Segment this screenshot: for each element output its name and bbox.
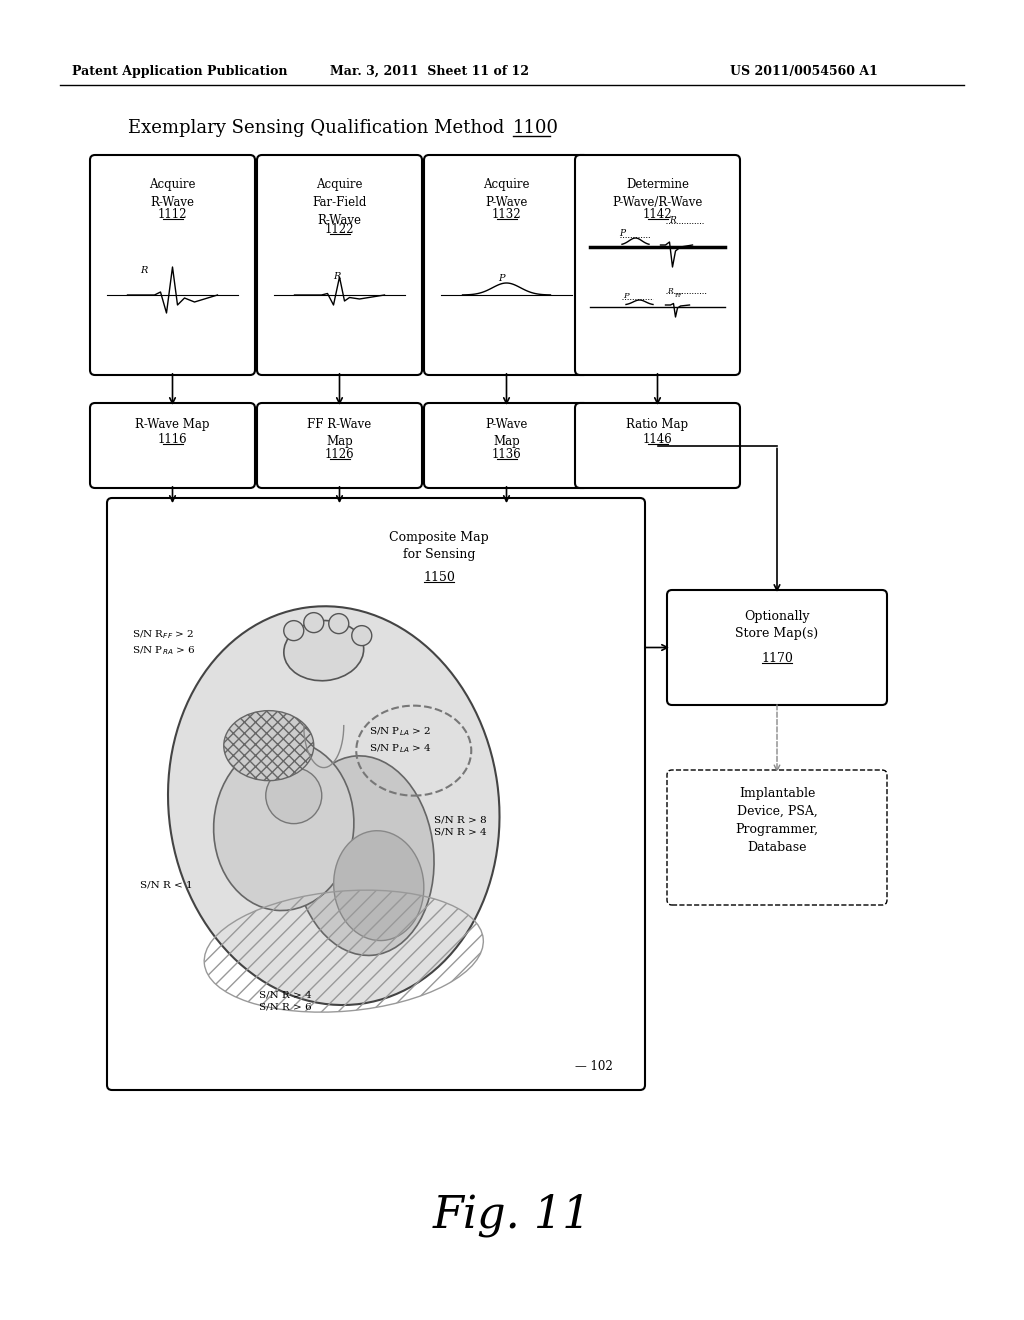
Text: Fig. 11: Fig. 11	[433, 1193, 591, 1237]
Ellipse shape	[284, 620, 364, 681]
FancyBboxPatch shape	[575, 403, 740, 488]
Text: Determine
P-Wave/R-Wave: Determine P-Wave/R-Wave	[612, 178, 702, 209]
Text: Mar. 3, 2011  Sheet 11 of 12: Mar. 3, 2011 Sheet 11 of 12	[331, 65, 529, 78]
Text: 1122: 1122	[325, 223, 354, 236]
Text: R: R	[670, 216, 676, 224]
Text: 1100: 1100	[513, 119, 559, 137]
Text: R: R	[140, 267, 147, 275]
Ellipse shape	[294, 756, 434, 956]
Text: P: P	[499, 275, 505, 282]
FancyBboxPatch shape	[667, 770, 887, 906]
Text: P: P	[620, 228, 626, 238]
Text: FF R-Wave
Map: FF R-Wave Map	[307, 418, 372, 447]
Ellipse shape	[168, 606, 500, 1005]
FancyBboxPatch shape	[257, 154, 422, 375]
FancyBboxPatch shape	[106, 498, 645, 1090]
Text: Acquire
Far-Field
R-Wave: Acquire Far-Field R-Wave	[312, 178, 367, 227]
Text: S/N R < 1: S/N R < 1	[140, 880, 193, 890]
Text: S/N R > 8
S/N R > 4: S/N R > 8 S/N R > 4	[434, 816, 486, 837]
Text: Exemplary Sensing Qualification Method: Exemplary Sensing Qualification Method	[128, 119, 510, 137]
Ellipse shape	[334, 830, 424, 941]
Text: Optionally
Store Map(s): Optionally Store Map(s)	[735, 610, 818, 640]
Circle shape	[284, 620, 304, 640]
Text: 1142: 1142	[643, 209, 673, 220]
Text: R-Wave Map: R-Wave Map	[135, 418, 210, 432]
Text: P: P	[624, 292, 629, 300]
Text: FF: FF	[675, 293, 682, 298]
Text: Acquire
R-Wave: Acquire R-Wave	[150, 178, 196, 209]
FancyBboxPatch shape	[90, 154, 255, 375]
Circle shape	[266, 768, 322, 824]
Text: 1116: 1116	[158, 433, 187, 446]
Text: S/N R > 4
S/N R > 6: S/N R > 4 S/N R > 6	[259, 990, 311, 1011]
Text: — 102: — 102	[575, 1060, 612, 1073]
Circle shape	[304, 612, 324, 632]
Text: Ratio Map: Ratio Map	[627, 418, 688, 432]
Text: S/N R$_{FF}$ > 2
S/N P$_{RA}$ > 6: S/N R$_{FF}$ > 2 S/N P$_{RA}$ > 6	[132, 628, 196, 657]
FancyBboxPatch shape	[90, 403, 255, 488]
FancyBboxPatch shape	[575, 154, 740, 375]
Text: 1132: 1132	[492, 209, 521, 220]
Circle shape	[329, 614, 349, 634]
Text: 1146: 1146	[643, 433, 673, 446]
Text: 1112: 1112	[158, 209, 187, 220]
Text: Implantable
Device, PSA,
Programmer,
Database: Implantable Device, PSA, Programmer, Dat…	[735, 787, 818, 854]
Text: P-Wave
Map: P-Wave Map	[485, 418, 527, 447]
Ellipse shape	[214, 741, 354, 911]
Text: 1170: 1170	[761, 652, 793, 665]
FancyBboxPatch shape	[424, 154, 589, 375]
Text: Patent Application Publication: Patent Application Publication	[72, 65, 288, 78]
Circle shape	[352, 626, 372, 645]
Text: S/N P$_{LA}$ > 2
S/N P$_{LA}$ > 4: S/N P$_{LA}$ > 2 S/N P$_{LA}$ > 4	[369, 726, 431, 755]
FancyBboxPatch shape	[257, 403, 422, 488]
Text: 1150: 1150	[423, 572, 456, 583]
Text: 1126: 1126	[325, 447, 354, 461]
Text: Composite Map
for Sensing: Composite Map for Sensing	[389, 531, 489, 561]
Ellipse shape	[224, 710, 313, 780]
FancyBboxPatch shape	[667, 590, 887, 705]
Text: US 2011/0054560 A1: US 2011/0054560 A1	[730, 65, 878, 78]
Text: 1136: 1136	[492, 447, 521, 461]
Text: R: R	[668, 286, 673, 294]
Text: Acquire
P-Wave: Acquire P-Wave	[483, 178, 529, 209]
FancyBboxPatch shape	[424, 403, 589, 488]
Text: R: R	[334, 272, 341, 281]
